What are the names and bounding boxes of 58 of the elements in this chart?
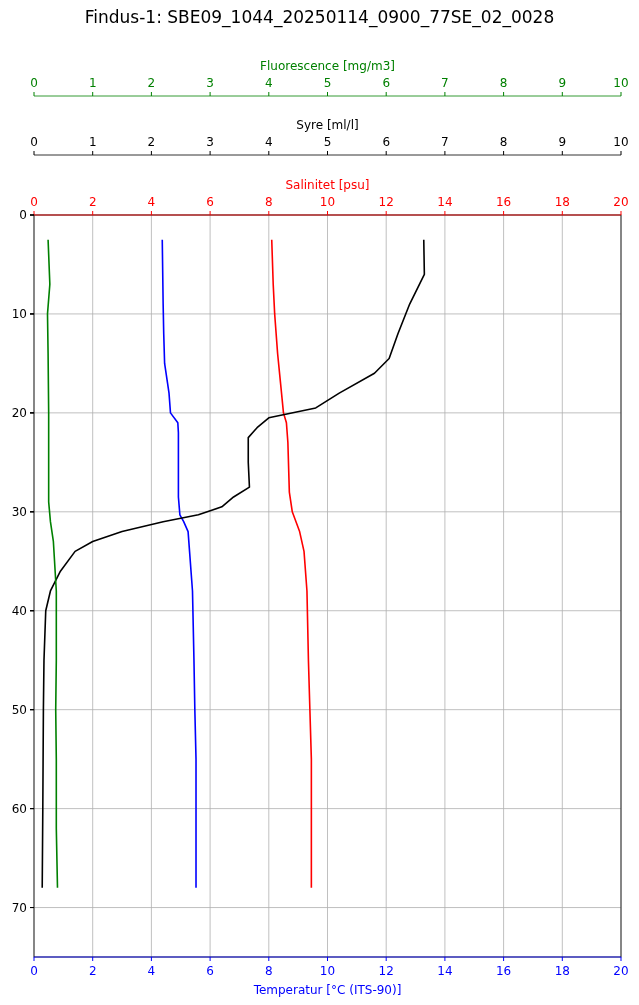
x-tick-label: 0 <box>30 135 38 149</box>
x-tick-label: 12 <box>378 195 394 209</box>
y-tick-label: 40 <box>11 603 27 618</box>
x-tick-label: 3 <box>206 76 214 90</box>
y-tick-label: 20 <box>11 405 27 420</box>
x-tick-label: 8 <box>499 76 508 90</box>
x-tick-label: 9 <box>558 135 567 149</box>
chart-title: Findus-1: SBE09_1044_20250114_0900_77SE_02_0028 <box>84 7 555 28</box>
x2-tick-label: 12 <box>378 964 394 978</box>
x-axis-title: Temperatur [°C (ITS-90)] <box>252 983 402 997</box>
x2-tick-label: 20 <box>613 964 629 978</box>
x-tick-label: 2 <box>88 195 97 209</box>
x-tick-label: 4 <box>264 135 273 149</box>
x2-tick-label: 0 <box>30 964 38 978</box>
x2-tick-label: 14 <box>437 964 453 978</box>
x-tick-label: 4 <box>264 76 273 90</box>
x-tick-label: 8 <box>499 135 508 149</box>
x-tick-label: 5 <box>323 135 332 149</box>
x-axis-title: Fluorescence [mg/m3] <box>260 59 395 73</box>
x-tick-label: 9 <box>558 76 567 90</box>
y-tick-label: 70 <box>11 900 27 915</box>
x2-tick-label: 10 <box>319 964 336 978</box>
x2-tick-label: 8 <box>264 964 273 978</box>
x-tick-label: 4 <box>147 195 156 209</box>
x-tick-label: 18 <box>554 195 570 209</box>
x-tick-label: 10 <box>613 76 629 90</box>
x-tick-label: 0 <box>30 76 38 90</box>
x-tick-label: 7 <box>441 76 449 90</box>
x2-tick-label: 16 <box>495 964 512 978</box>
y-tick-label: 50 <box>11 702 27 717</box>
x-tick-label: 1 <box>88 76 97 90</box>
x2-tick-label: 18 <box>554 964 570 978</box>
x2-tick-label: 6 <box>206 964 214 978</box>
x-tick-label: 5 <box>323 76 332 90</box>
x-axis-title: Syre [ml/l] <box>296 118 359 132</box>
x-tick-label: 1 <box>88 135 97 149</box>
x2-axis-title: Salinitet [psu] <box>285 178 370 192</box>
x-tick-label: 3 <box>206 135 214 149</box>
x2-tick-label: 2 <box>88 964 97 978</box>
x-tick-label: 14 <box>437 195 453 209</box>
x-tick-label: 16 <box>495 195 512 209</box>
x-tick-label: 10 <box>613 135 629 149</box>
x-tick-label: 2 <box>147 135 156 149</box>
x-tick-label: 10 <box>319 195 336 209</box>
y-tick-label: 0 <box>19 208 27 222</box>
x-tick-label: 2 <box>147 76 156 90</box>
y-tick-label: 30 <box>11 504 27 519</box>
x-tick-label: 6 <box>382 76 391 90</box>
x-tick-label: 6 <box>382 135 391 149</box>
x-tick-label: 7 <box>441 135 449 149</box>
line-series <box>161 238 197 889</box>
x2-tick-label: 4 <box>147 964 156 978</box>
x-tick-label: 8 <box>264 195 273 209</box>
x-tick-label: 0 <box>30 195 38 209</box>
x-tick-label: 20 <box>613 195 629 209</box>
x-tick-label: 6 <box>206 195 214 209</box>
y-tick-label: 60 <box>11 801 27 816</box>
y-tick-label: 10 <box>11 306 27 321</box>
